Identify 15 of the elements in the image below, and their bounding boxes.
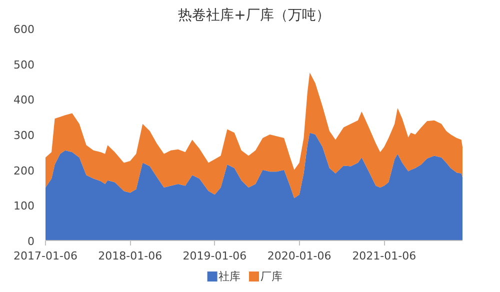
legend-label: 厂库 [260,270,282,283]
x-tick-label: 2021-01-06 [352,250,416,262]
chart-title: 热卷社库+厂库（万吨） [178,8,330,24]
y-tick-label: 0 [28,235,34,248]
y-tick-label: 600 [14,23,35,36]
x-tick-label: 2018-01-06 [98,250,162,262]
y-tick-label: 400 [14,94,35,107]
x-tick-label: 2019-01-06 [182,250,247,262]
y-tick-label: 300 [14,129,35,142]
legend-label: 社库 [218,270,241,283]
x-tick-label: 2020-01-06 [267,250,332,262]
y-tick-label: 100 [14,200,35,213]
y-tick-label: 200 [14,164,35,178]
y-tick-label: 500 [14,58,35,72]
x-tick-label: 2017-01-06 [14,250,78,262]
